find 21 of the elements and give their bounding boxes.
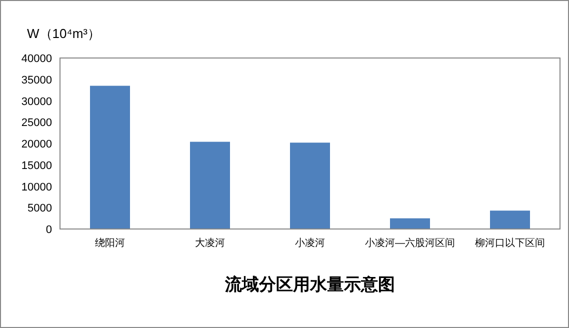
y-tick-label: 20000 <box>21 138 52 150</box>
y-axis-title: W（10⁴m³） <box>27 26 100 41</box>
x-tick-label: 柳河口以下区间 <box>475 237 545 249</box>
y-tick-label: 0 <box>46 224 52 236</box>
bar <box>490 210 530 229</box>
bar <box>290 142 330 229</box>
x-tick-label: 大凌河 <box>195 237 225 249</box>
y-tick-label: 25000 <box>21 117 52 130</box>
x-tick-label: 小凌河—六股河区间 <box>365 237 455 249</box>
x-tick-label: 小凌河 <box>295 237 325 249</box>
y-tick-label: 15000 <box>21 160 52 172</box>
text: 流域分区用水量示意图 <box>224 275 395 294</box>
bar <box>390 218 430 229</box>
x-tick-label: 绕阳河 <box>95 237 125 249</box>
y-tick-label: 5000 <box>28 202 52 215</box>
y-tick-label: 30000 <box>21 96 52 108</box>
y-tick-label: 35000 <box>21 74 52 86</box>
y-tick-label: 40000 <box>21 53 52 65</box>
bar <box>90 86 130 229</box>
bar <box>190 142 230 229</box>
y-tick-label: 10000 <box>21 181 52 194</box>
